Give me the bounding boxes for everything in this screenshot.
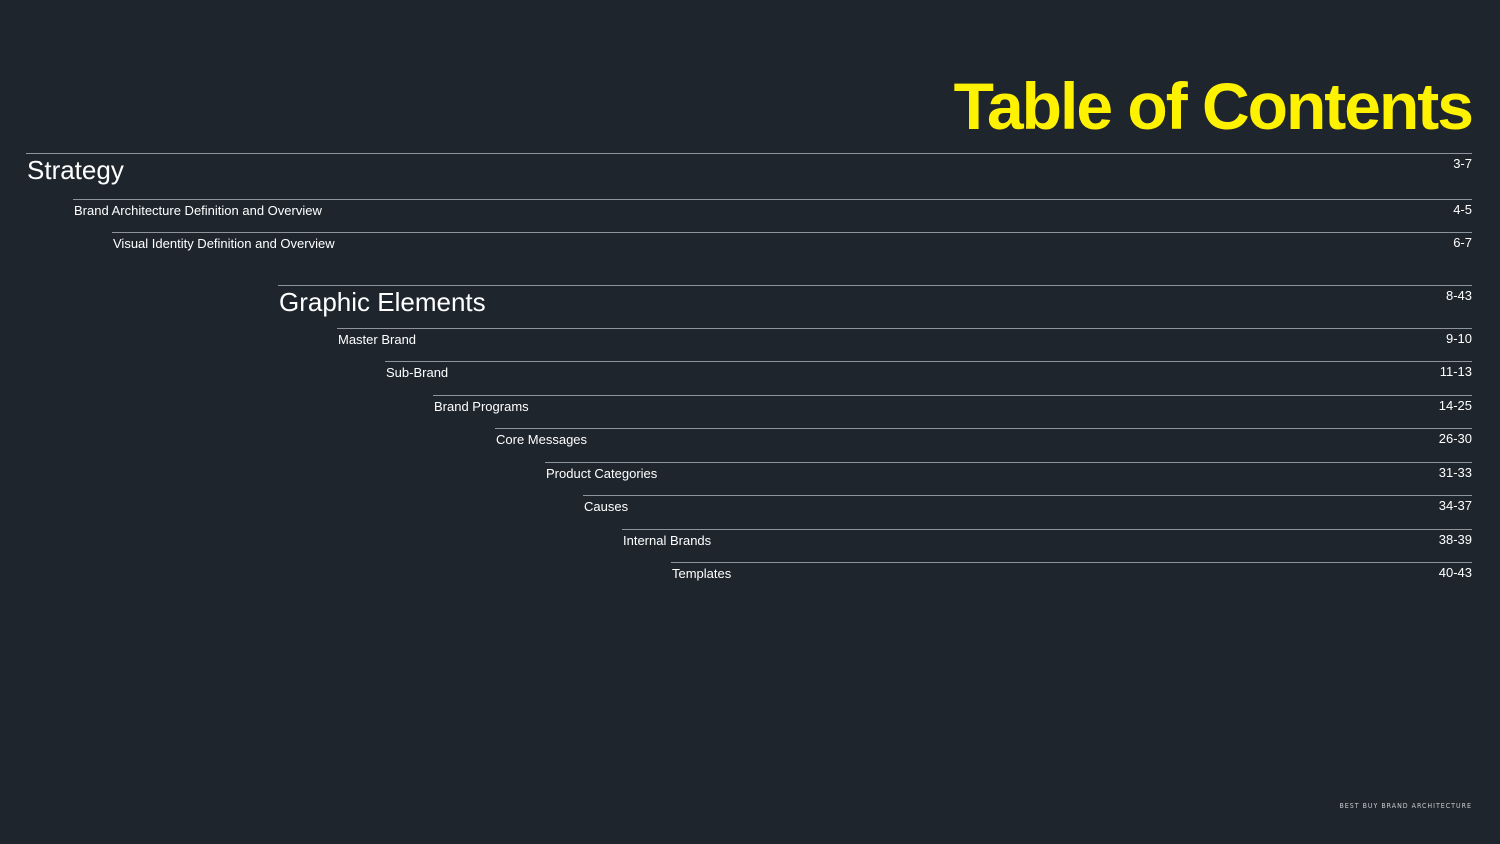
toc-page-range: 40-43 xyxy=(1438,565,1472,580)
toc-section-label: Graphic Elements xyxy=(279,287,486,317)
toc-item-label: Core Messages xyxy=(496,432,588,447)
toc-item-master-brand[interactable]: Master Brand 9-10 xyxy=(337,328,1472,362)
toc-page-range: 14-25 xyxy=(1438,398,1472,413)
toc-item-label: Product Categories xyxy=(546,466,658,481)
toc-page-range: 9-10 xyxy=(1445,331,1472,346)
toc-section-label: Strategy xyxy=(27,155,124,185)
page-title: Table of Contents xyxy=(953,69,1474,143)
toc-item-causes[interactable]: Causes 34-37 xyxy=(583,495,1472,529)
toc-item-label: Sub-Brand xyxy=(386,365,449,380)
toc-section-graphic-elements[interactable]: Graphic Elements 8-43 xyxy=(278,285,1472,329)
toc-item-brand-architecture[interactable]: Brand Architecture Definition and Overvi… xyxy=(73,199,1472,233)
toc-item-label: Causes xyxy=(584,499,629,514)
toc-page-range: 11-13 xyxy=(1439,364,1472,379)
toc-item-internal-brands[interactable]: Internal Brands 38-39 xyxy=(622,529,1472,563)
toc-item-label: Brand Architecture Definition and Overvi… xyxy=(74,203,322,218)
footer-brand-label: BEST BUY BRAND ARCHITECTURE xyxy=(1339,802,1472,810)
toc-page-range: 8-43 xyxy=(1445,288,1472,303)
toc-page-range: 4-5 xyxy=(1453,202,1472,217)
toc-item-label: Visual Identity Definition and Overview xyxy=(113,236,335,251)
toc-page-range: 38-39 xyxy=(1438,532,1472,547)
toc-item-label: Master Brand xyxy=(338,332,417,347)
toc-section-strategy[interactable]: Strategy 3-7 xyxy=(26,153,1472,200)
toc-item-sub-brand[interactable]: Sub-Brand 11-13 xyxy=(385,361,1472,395)
toc-page-range: 31-33 xyxy=(1438,465,1472,480)
toc-item-label: Internal Brands xyxy=(623,533,712,548)
toc-page-range: 6-7 xyxy=(1453,235,1472,250)
toc-page-range: 26-30 xyxy=(1438,431,1472,446)
toc-item-visual-identity[interactable]: Visual Identity Definition and Overview … xyxy=(112,232,1472,266)
toc-item-label: Templates xyxy=(672,566,732,581)
toc-item-label: Brand Programs xyxy=(434,399,529,414)
toc-page-range: 34-37 xyxy=(1438,498,1472,513)
toc-item-core-messages[interactable]: Core Messages 26-30 xyxy=(495,428,1472,462)
toc-item-brand-programs[interactable]: Brand Programs 14-25 xyxy=(433,395,1472,429)
toc-item-templates[interactable]: Templates 40-43 xyxy=(671,562,1472,596)
toc-item-product-categories[interactable]: Product Categories 31-33 xyxy=(545,462,1472,496)
toc-page-range: 3-7 xyxy=(1453,156,1472,171)
